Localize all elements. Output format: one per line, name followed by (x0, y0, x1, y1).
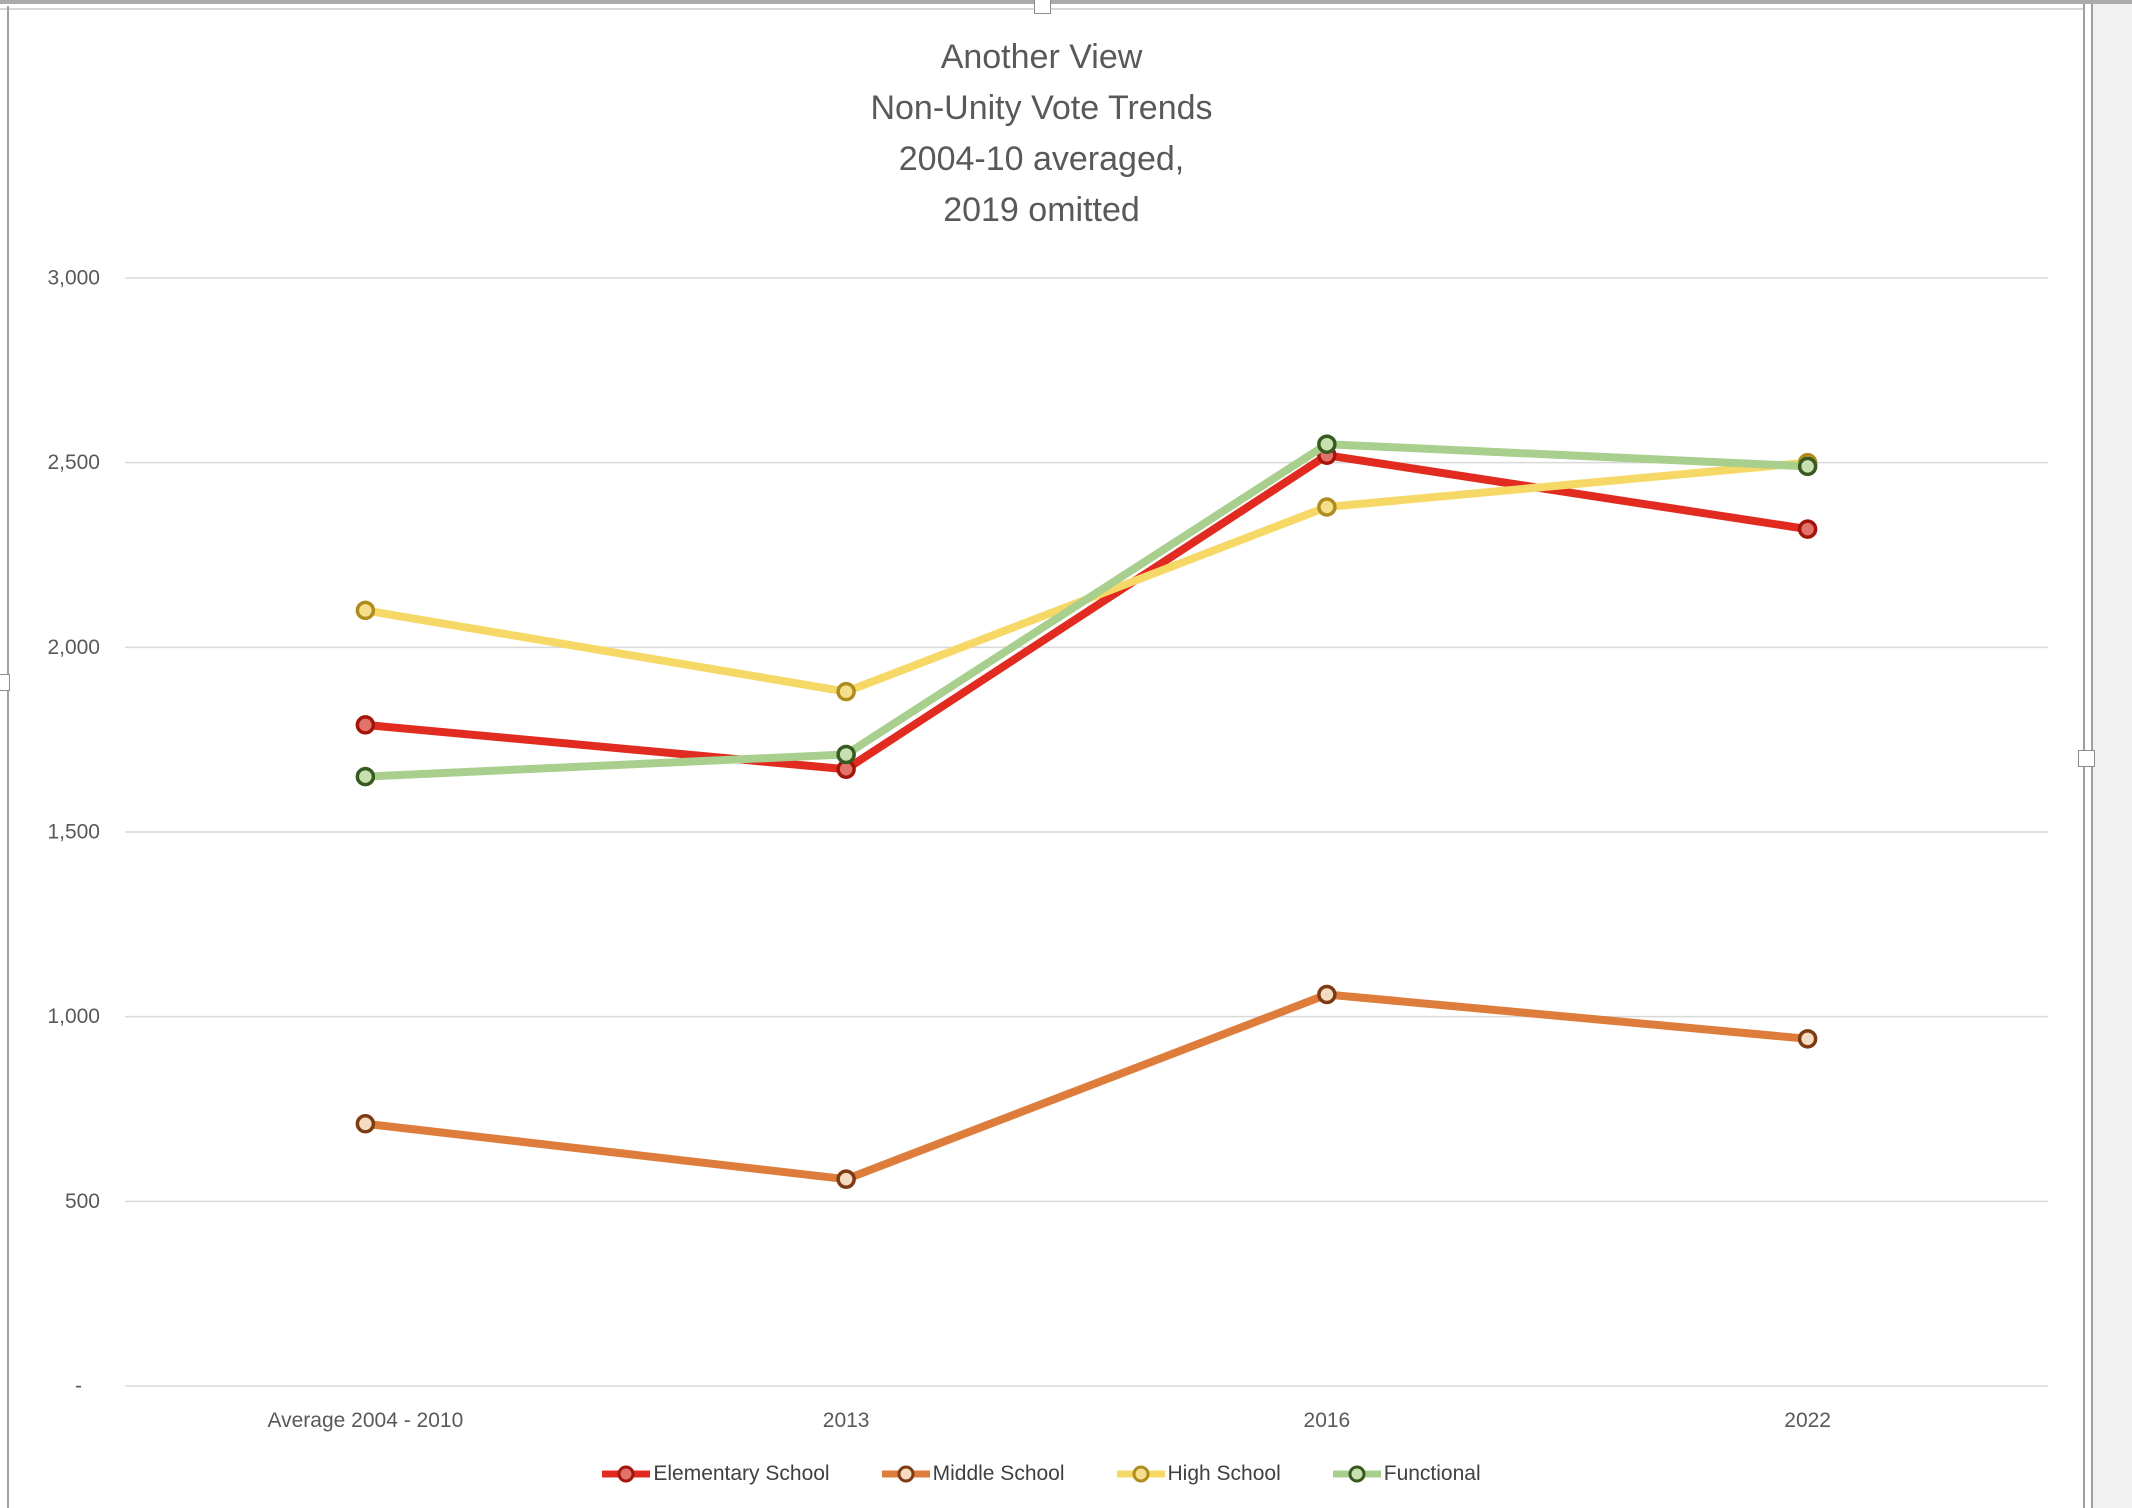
y-axis-tick-label[interactable]: - (75, 1375, 82, 1398)
chart-title-line: Non-Unity Vote Trends (870, 89, 1213, 127)
x-axis-label-average-2004-2010[interactable]: Average 2004 - 2010 (267, 1409, 463, 1432)
y-axis-tick-label[interactable]: 2,000 (47, 636, 100, 659)
series-high-school-marker-1[interactable] (836, 681, 856, 702)
legend-label: Elementary School (653, 1462, 830, 1485)
series-elementary-school-line[interactable] (361, 451, 1812, 774)
sheet-background-panel (2093, 0, 2132, 1508)
chart-title-line: Another View (940, 38, 1143, 76)
y-axis-tick-label[interactable]: 500 (65, 1190, 100, 1213)
y-axis-tick-label[interactable]: 2,500 (47, 451, 100, 474)
legend-label: High School (1167, 1462, 1281, 1485)
y-axis-tick-label[interactable]: 1,000 (47, 1005, 100, 1028)
chart-title-line: 2019 omitted (943, 191, 1140, 229)
y-axis-tick-label[interactable]: 1,500 (47, 821, 100, 844)
series-middle-school-marker-0[interactable] (355, 1114, 376, 1134)
window-top-edge (0, 0, 2132, 4)
series-middle-school-line[interactable] (361, 990, 1812, 1184)
legend-item-middle-school[interactable]: Middle School (881, 1462, 1065, 1486)
chart-legend[interactable]: Elementary School Middle School High Schoo… (0, 1462, 2083, 1486)
series-functional-marker-3[interactable] (1797, 456, 1818, 477)
legend-marker-high-school (1116, 1465, 1165, 1483)
series-elementary-school-marker-3[interactable] (1797, 519, 1818, 539)
legend-marker-functional (1332, 1465, 1381, 1483)
legend-label: Middle School (932, 1462, 1065, 1485)
series-high-school-marker-0[interactable] (355, 600, 376, 621)
chart-left-border (7, 6, 9, 1508)
legend-label: Functional (1383, 1462, 1481, 1485)
series-middle-school-marker-3[interactable] (1797, 1029, 1818, 1049)
series-middle-school-marker-2[interactable] (1317, 984, 1337, 1005)
x-axis-label-2022[interactable]: 2022 (1784, 1409, 1831, 1432)
resize-handle-right[interactable] (2078, 750, 2095, 767)
x-axis-label-2013[interactable]: 2013 (823, 1409, 870, 1432)
resize-handle-left[interactable] (0, 674, 10, 691)
resize-handle-top[interactable] (1034, 0, 1051, 14)
series-middle-school-marker-1[interactable] (836, 1169, 856, 1189)
chart-title[interactable]: Another View Non-Unity Vote Trends 2004-10… (0, 32, 2083, 236)
legend-item-elementary-school[interactable]: Elementary School (602, 1462, 830, 1486)
series-functional-marker-1[interactable] (836, 744, 856, 765)
series-functional-line[interactable] (361, 440, 1812, 781)
series-elementary-school-marker-0[interactable] (355, 715, 376, 735)
x-axis-label-2016[interactable]: 2016 (1304, 1409, 1351, 1432)
chart-title-line: 2004-10 averaged, (898, 140, 1185, 178)
y-axis-tick-label[interactable]: 3,000 (47, 267, 100, 290)
legend-item-functional[interactable]: Functional (1332, 1462, 1481, 1486)
legend-item-high-school[interactable]: High School (1116, 1462, 1281, 1486)
legend-marker-middle-school (881, 1465, 930, 1483)
series-high-school-marker-2[interactable] (1317, 497, 1337, 517)
legend-marker-elementary-school (602, 1465, 651, 1483)
series-functional-marker-0[interactable] (355, 766, 376, 787)
series-functional-marker-2[interactable] (1317, 434, 1337, 454)
